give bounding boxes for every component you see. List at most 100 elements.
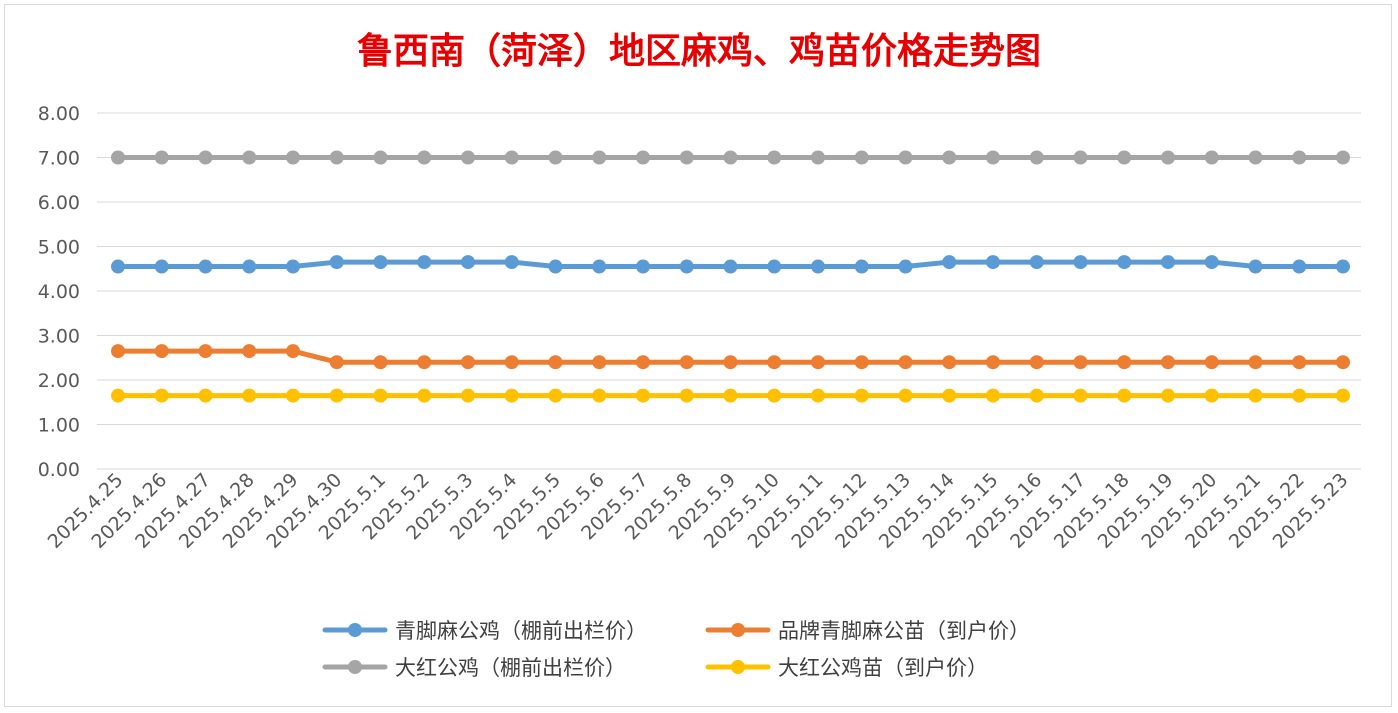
data-point [1117, 355, 1132, 370]
data-point [1204, 255, 1219, 270]
series-3 [111, 388, 1350, 403]
data-point [286, 150, 300, 165]
data-point [1248, 150, 1263, 165]
data-point [723, 388, 738, 403]
data-point [198, 344, 213, 359]
data-point [111, 259, 125, 274]
x-axis-ticks: 2025.4.252025.4.262025.4.272025.4.282025… [44, 469, 1353, 553]
legend-swatch-marker [348, 660, 362, 674]
data-point [592, 150, 607, 165]
legend-swatch-marker [348, 623, 362, 637]
data-point [1029, 150, 1044, 165]
data-point [811, 150, 825, 165]
data-point [198, 259, 213, 274]
data-point [198, 388, 213, 403]
data-point [767, 150, 782, 165]
data-point [767, 355, 782, 370]
y-tick-label: 6.00 [38, 192, 80, 214]
data-point [154, 344, 169, 359]
legend-label: 青脚麻公鸡（棚前出栏价） [395, 619, 647, 643]
data-point [854, 150, 869, 165]
data-point [461, 388, 475, 403]
data-point [986, 150, 1000, 165]
data-point [154, 259, 169, 274]
data-point [373, 150, 388, 165]
data-point [767, 388, 782, 403]
data-point [1248, 355, 1263, 370]
data-point [1029, 355, 1044, 370]
data-point [417, 355, 432, 370]
y-tick-label: 1.00 [38, 415, 80, 437]
data-point [242, 388, 257, 403]
data-point [898, 259, 913, 274]
data-point [723, 355, 738, 370]
data-point [1204, 355, 1219, 370]
data-point [1073, 388, 1088, 403]
data-point [592, 355, 607, 370]
data-point [986, 255, 1000, 270]
data-point [504, 355, 519, 370]
data-point [1117, 255, 1132, 270]
legend-swatch-marker [731, 623, 745, 637]
data-point [723, 150, 738, 165]
data-point [329, 388, 344, 403]
data-point [942, 388, 957, 403]
data-point [198, 150, 213, 165]
data-point [1292, 259, 1307, 274]
data-point [111, 150, 125, 165]
data-point [942, 255, 957, 270]
data-point [461, 255, 475, 270]
data-point [1336, 388, 1350, 403]
data-point [679, 259, 694, 274]
data-point [1292, 355, 1307, 370]
series-0 [111, 255, 1350, 274]
y-tick-label: 3.00 [38, 326, 80, 348]
data-point [1248, 388, 1263, 403]
chart-title: 鲁西南（菏泽）地区麻鸡、鸡苗价格走势图 [357, 30, 1041, 72]
data-point [154, 388, 169, 403]
data-point [1336, 150, 1350, 165]
data-point [373, 388, 388, 403]
data-point [373, 355, 388, 370]
data-point [1073, 355, 1088, 370]
data-point [636, 259, 650, 274]
legend-item: 青脚麻公鸡（棚前出栏价） [322, 619, 647, 643]
data-point [1161, 255, 1175, 270]
y-tick-label: 0.00 [38, 459, 80, 481]
gridlines [97, 112, 1361, 470]
y-tick-label: 8.00 [38, 103, 80, 125]
line-chart: 鲁西南（菏泽）地区麻鸡、鸡苗价格走势图 0.00 1.00 2.00 3.00 4.00… [38, 30, 1361, 680]
legend-label: 大红公鸡（棚前出栏价） [395, 656, 626, 680]
y-axis-ticks: 0.00 1.00 2.00 3.00 4.00 5.00 6.00 7.00 8.00 [38, 103, 80, 481]
data-point [242, 344, 257, 359]
legend: 青脚麻公鸡（棚前出栏价） 品牌青脚麻公苗（到户价） 大红公鸡（棚前出栏价） 大红公鸡苗… [322, 619, 1030, 680]
data-point [679, 150, 694, 165]
data-point [1292, 388, 1307, 403]
data-point [1204, 388, 1219, 403]
y-tick-label: 4.00 [38, 281, 80, 303]
data-point [811, 259, 825, 274]
data-point [242, 150, 257, 165]
data-point [854, 259, 869, 274]
data-point [504, 150, 519, 165]
data-point [504, 255, 519, 270]
data-point [504, 388, 519, 403]
data-point [286, 259, 300, 274]
data-point [1029, 255, 1044, 270]
data-point [986, 355, 1000, 370]
data-point [1073, 255, 1088, 270]
data-point [417, 388, 432, 403]
data-point [242, 259, 257, 274]
data-point [1292, 150, 1307, 165]
data-point [898, 355, 913, 370]
data-point [767, 259, 782, 274]
data-point [942, 150, 957, 165]
legend-item: 大红公鸡苗（到户价） [705, 656, 988, 680]
series-1 [111, 344, 1350, 370]
data-point [592, 259, 607, 274]
data-point [548, 259, 563, 274]
data-point [461, 150, 475, 165]
legend-label: 大红公鸡苗（到户价） [778, 656, 988, 680]
data-point [811, 388, 825, 403]
series-2 [111, 150, 1350, 165]
